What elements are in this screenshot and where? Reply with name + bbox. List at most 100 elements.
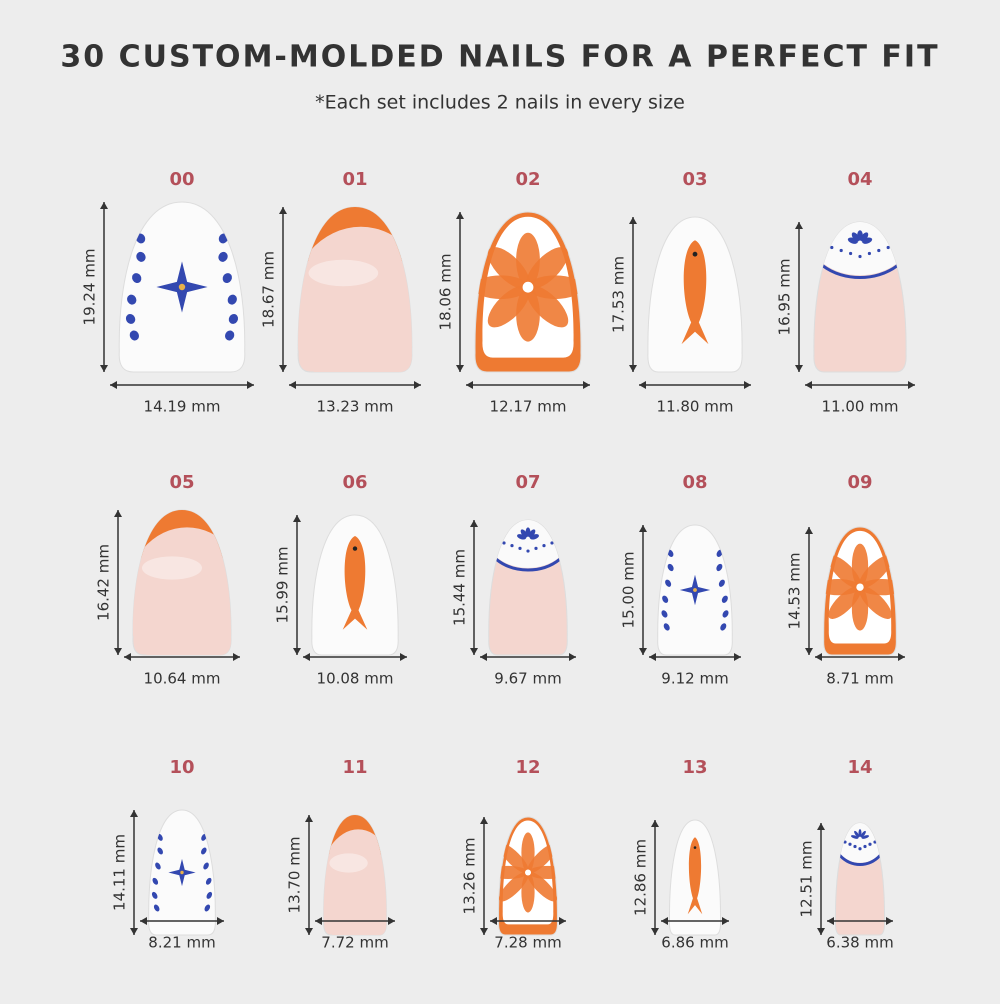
nail xyxy=(834,822,886,936)
width-label: 9.67 mm xyxy=(494,670,561,688)
width-label: 10.64 mm xyxy=(144,670,221,688)
nail-art xyxy=(498,820,558,925)
arrowhead xyxy=(908,381,915,389)
petal xyxy=(828,555,862,589)
nail xyxy=(132,509,232,656)
arrowhead xyxy=(124,653,131,661)
flower-center xyxy=(525,869,531,876)
petal xyxy=(527,871,558,902)
size-label: 02 xyxy=(515,169,540,190)
leaf xyxy=(206,891,213,899)
arrowhead xyxy=(470,520,478,527)
lace-dot xyxy=(839,248,843,253)
lace-petal xyxy=(854,830,860,838)
arrowhead xyxy=(456,365,464,372)
arrowhead xyxy=(629,365,637,372)
lace-petal xyxy=(861,835,870,839)
leaf xyxy=(155,862,161,870)
arrowhead xyxy=(661,917,668,925)
height-label: 16.42 mm xyxy=(95,544,113,621)
arrowhead xyxy=(289,381,296,389)
petal xyxy=(498,843,529,874)
height-label: 13.70 mm xyxy=(286,837,304,914)
nail-art xyxy=(474,216,582,358)
arrowhead xyxy=(734,653,741,661)
nail-art xyxy=(681,240,709,345)
nail-bed xyxy=(298,226,412,372)
leaf xyxy=(719,536,726,545)
lace-dot xyxy=(849,251,853,256)
lace-dot xyxy=(853,844,857,849)
lace-dot xyxy=(838,838,842,842)
leaf xyxy=(716,563,723,572)
petal xyxy=(487,285,530,328)
lace-dot xyxy=(542,544,546,548)
width-label: 11.80 mm xyxy=(657,398,734,416)
lace-dot xyxy=(868,842,872,846)
arrowhead xyxy=(639,525,647,532)
leaf xyxy=(667,563,674,572)
arrowhead xyxy=(114,510,122,517)
arrowhead xyxy=(130,928,138,935)
nail xyxy=(323,814,387,936)
fish-eye xyxy=(693,846,697,849)
leaf xyxy=(227,294,237,305)
leaf xyxy=(664,536,671,545)
arrowhead xyxy=(400,653,407,661)
lace-petal xyxy=(860,830,866,838)
arrowhead xyxy=(140,917,147,925)
arrowhead xyxy=(583,381,590,389)
arrowhead xyxy=(293,648,301,655)
blue-arc xyxy=(835,823,885,866)
lace-dot xyxy=(848,842,852,846)
height-label: 15.44 mm xyxy=(451,549,469,626)
height-label: 18.06 mm xyxy=(437,254,455,331)
leaf xyxy=(663,623,670,631)
arrowhead xyxy=(569,653,576,661)
nail-art xyxy=(687,837,703,915)
arrowhead xyxy=(651,820,659,827)
arrowhead xyxy=(303,653,310,661)
shine xyxy=(308,259,379,287)
arrowhead xyxy=(110,381,117,389)
size-label: 14 xyxy=(847,757,872,778)
title: 30 CUSTOM-MOLDED NAILS FOR A PERFECT FIT xyxy=(60,40,939,75)
nail xyxy=(813,221,907,373)
nail-art xyxy=(488,520,568,572)
lace-dot xyxy=(896,242,900,247)
height-label: 15.00 mm xyxy=(620,552,638,629)
leaf xyxy=(152,877,159,885)
fish xyxy=(342,536,368,630)
lace-dot xyxy=(510,544,514,548)
arrowhead xyxy=(305,928,313,935)
flower-center xyxy=(522,281,534,293)
lace-dot xyxy=(550,541,554,545)
nail xyxy=(311,514,399,656)
petal xyxy=(858,586,892,619)
nail xyxy=(474,211,582,373)
arrowhead xyxy=(815,653,822,661)
arrowhead xyxy=(744,381,751,389)
width-label: 11.00 mm xyxy=(822,398,899,416)
nail-art xyxy=(298,207,412,372)
width-label: 12.17 mm xyxy=(490,398,567,416)
width-label: 8.21 mm xyxy=(148,934,215,952)
lace-dot xyxy=(863,844,867,849)
arrowhead xyxy=(722,917,729,925)
arrowhead xyxy=(639,381,646,389)
petal xyxy=(487,246,530,289)
arrowhead xyxy=(100,365,108,372)
nail xyxy=(657,524,733,656)
height-label: 15.99 mm xyxy=(274,547,292,624)
width-label: 7.72 mm xyxy=(321,934,388,952)
width-label: 13.23 mm xyxy=(317,398,394,416)
lace-petal xyxy=(528,529,536,538)
petal xyxy=(858,555,892,589)
nail-art xyxy=(132,510,232,655)
petal xyxy=(527,843,558,874)
lace-dot xyxy=(518,546,522,550)
arrowhead xyxy=(629,217,637,224)
nail xyxy=(668,819,722,936)
fish-eye xyxy=(352,546,358,551)
